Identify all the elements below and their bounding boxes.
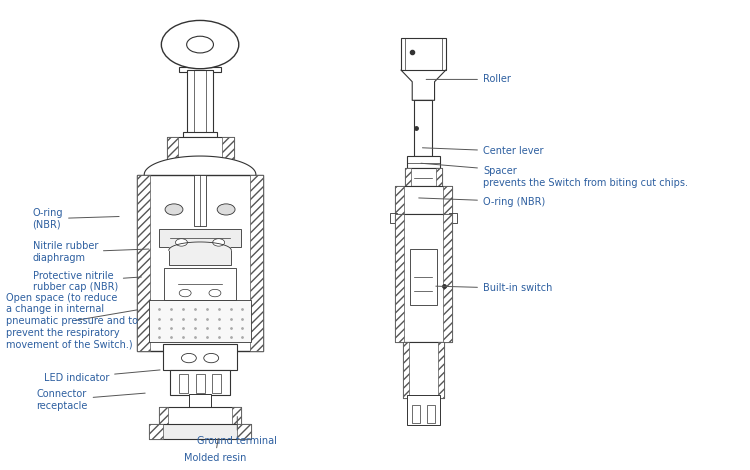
Text: Built-in switch: Built-in switch <box>436 283 552 293</box>
Bar <box>405 168 411 186</box>
Bar <box>163 344 237 370</box>
Circle shape <box>204 353 219 363</box>
Bar <box>436 168 442 186</box>
Bar <box>405 168 442 186</box>
Bar <box>415 100 432 156</box>
Bar <box>179 374 188 393</box>
Bar <box>223 137 233 161</box>
Bar <box>136 175 263 351</box>
Bar <box>194 175 206 226</box>
Bar <box>159 407 168 425</box>
Circle shape <box>179 290 191 297</box>
Circle shape <box>213 239 224 246</box>
Text: Protective nitrile
rubber cap (NBR): Protective nitrile rubber cap (NBR) <box>32 271 142 292</box>
Bar <box>166 137 233 161</box>
Circle shape <box>161 20 238 69</box>
Bar <box>437 342 444 398</box>
Bar <box>401 38 445 70</box>
Text: Spacer
prevents the Switch from biting cut chips.: Spacer prevents the Switch from biting c… <box>421 163 688 188</box>
Circle shape <box>209 290 221 297</box>
Bar <box>442 214 452 342</box>
Text: Nitrile rubber
diaphragm: Nitrile rubber diaphragm <box>32 242 149 263</box>
Circle shape <box>187 36 214 53</box>
Bar <box>449 213 457 223</box>
Bar <box>237 424 250 439</box>
Bar <box>169 251 231 265</box>
Bar <box>407 395 440 425</box>
Text: Connector
receptacle: Connector receptacle <box>36 389 146 411</box>
Bar <box>395 214 404 342</box>
Bar <box>136 175 150 351</box>
Bar <box>442 186 452 214</box>
Bar <box>403 342 444 398</box>
Text: Center lever: Center lever <box>422 146 544 157</box>
Bar <box>413 405 420 423</box>
Circle shape <box>217 204 235 215</box>
Bar <box>149 424 163 439</box>
Bar <box>427 405 434 423</box>
Bar <box>144 175 153 191</box>
Bar <box>232 407 241 425</box>
Bar <box>407 156 440 168</box>
Bar <box>212 374 221 393</box>
Bar <box>241 175 250 191</box>
Circle shape <box>182 353 196 363</box>
Bar <box>395 214 451 342</box>
Bar <box>390 213 398 223</box>
Bar <box>183 132 218 137</box>
Text: O-ring
(NBR): O-ring (NBR) <box>32 208 119 229</box>
Bar <box>395 186 404 214</box>
Bar <box>159 407 241 425</box>
Bar <box>196 374 205 393</box>
Text: Molded resin: Molded resin <box>184 439 246 463</box>
Bar <box>187 70 214 133</box>
Bar <box>166 137 178 161</box>
Bar <box>149 424 250 439</box>
Bar <box>159 229 241 247</box>
Bar <box>179 67 221 71</box>
Bar <box>191 45 209 70</box>
Text: LED indicator: LED indicator <box>44 370 160 383</box>
Bar <box>164 267 236 300</box>
Text: O-ring (NBR): O-ring (NBR) <box>419 196 545 206</box>
Polygon shape <box>169 242 231 251</box>
Bar <box>403 342 410 398</box>
Circle shape <box>176 239 188 246</box>
Text: Roller: Roller <box>426 74 511 85</box>
Circle shape <box>165 204 183 215</box>
Bar <box>410 249 436 305</box>
Text: Ground terminal: Ground terminal <box>197 416 278 446</box>
Bar <box>189 394 211 409</box>
Bar <box>395 186 451 214</box>
Bar <box>170 370 230 395</box>
Bar <box>149 300 250 342</box>
Text: Open space (to reduce
a change in internal
pneumatic pressure and to
prevent the: Open space (to reduce a change in intern… <box>7 293 139 349</box>
Bar <box>250 175 263 351</box>
